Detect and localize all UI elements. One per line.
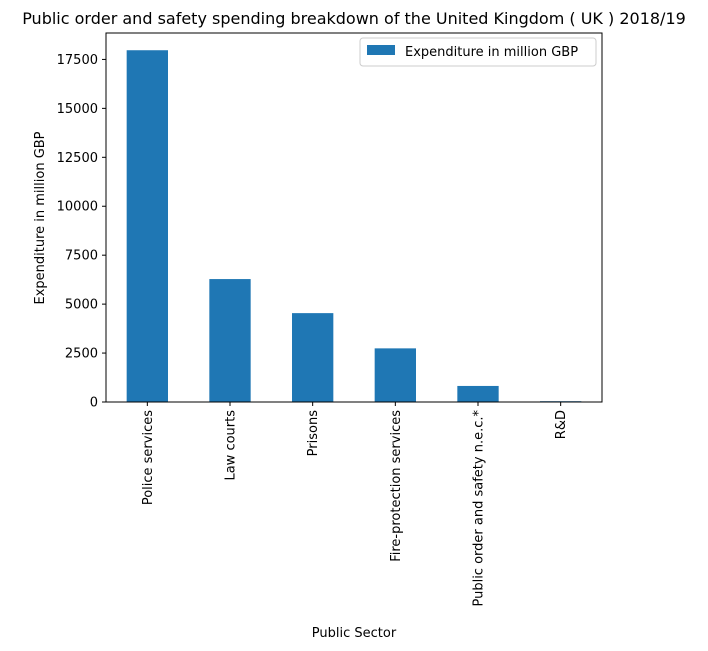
x-tick-label: R&D bbox=[554, 410, 569, 439]
plot-area: 0 2500 5000 7500 10000 12500 15000 17500 Police … bbox=[57, 32, 603, 607]
y-tick-label: 12500 bbox=[57, 151, 98, 166]
x-tick-label: Prisons bbox=[306, 410, 321, 457]
y-tick-label: 0 bbox=[90, 396, 98, 411]
x-tick-label: Public order and safety n.e.c.* bbox=[472, 410, 487, 607]
x-axis-label: Public Sector bbox=[312, 626, 397, 641]
x-tick-label: Law courts bbox=[224, 410, 239, 481]
y-tick-label: 7500 bbox=[65, 249, 98, 264]
y-axis-label: Expenditure in million GBP bbox=[33, 131, 48, 304]
y-tick-label: 2500 bbox=[65, 347, 98, 362]
bar-3 bbox=[292, 313, 334, 402]
legend: Expenditure in million GBP bbox=[359, 37, 597, 67]
y-tick-label: 15000 bbox=[57, 102, 98, 117]
y-tick-label: 17500 bbox=[57, 53, 98, 68]
x-tick-label: Police services bbox=[141, 410, 156, 505]
x-tick-label: Fire-protection services bbox=[389, 410, 404, 562]
legend-swatch bbox=[367, 45, 395, 55]
chart-title: Public order and safety spending breakdo… bbox=[22, 9, 686, 28]
legend-box bbox=[359, 37, 597, 67]
bar-2 bbox=[209, 279, 251, 402]
bar-1 bbox=[126, 50, 168, 402]
bar-5 bbox=[457, 385, 499, 402]
axes-frame bbox=[105, 32, 603, 403]
y-tick-label: 5000 bbox=[65, 298, 98, 313]
legend-label: Expenditure in million GBP bbox=[405, 45, 578, 60]
y-tick-label: 10000 bbox=[57, 200, 98, 215]
bar-4 bbox=[374, 348, 416, 402]
